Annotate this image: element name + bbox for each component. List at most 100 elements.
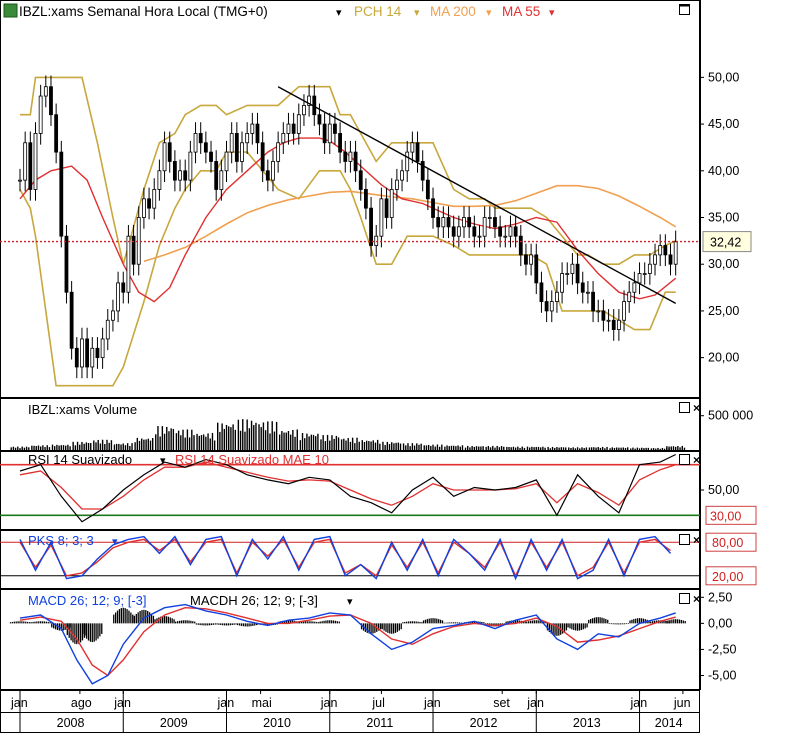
indicator-ma55-dropdown-icon[interactable]: ▾ xyxy=(549,7,555,19)
x-month-label: jan xyxy=(630,696,648,710)
price-bar-body xyxy=(462,217,466,228)
indicator-ma200-dropdown-icon[interactable]: ▾ xyxy=(486,7,492,19)
price-bar-body xyxy=(591,291,595,312)
x-month-label: jul xyxy=(371,696,385,710)
price-bar-body xyxy=(653,254,657,265)
price-bar-body xyxy=(410,142,415,153)
price-bar-body xyxy=(508,226,513,237)
close-macd-panel-icon[interactable]: × xyxy=(693,592,700,606)
price-bar-body xyxy=(524,254,528,265)
price-bar-body xyxy=(415,142,420,162)
pch-upper-line xyxy=(20,76,677,266)
price-bar-body xyxy=(167,142,172,162)
price-panel: 20,00 25,00 30,00 35,00 40,00 45,00 50,00 32,42 xyxy=(0,70,752,387)
stoch-level-label: 80,00 xyxy=(712,536,743,550)
macdh-line xyxy=(19,606,676,677)
price-y-tick-label: 25,00 xyxy=(708,304,739,318)
price-bar-body xyxy=(658,245,663,256)
price-bar-body xyxy=(234,133,239,162)
rsi-panel: 50,00 30,00 xyxy=(0,453,757,525)
price-bar-body xyxy=(570,263,575,274)
indicator-pch-label[interactable]: PCH 14 xyxy=(354,4,402,19)
price-bar-body xyxy=(142,198,146,218)
rsi-header: RSI 14 Suavizado ▾ RSI 14 Suavizado MAE … xyxy=(28,452,700,467)
price-bar-body xyxy=(446,217,451,228)
price-bar-body xyxy=(260,142,265,172)
stochastic-dropdown-icon[interactable]: ▾ xyxy=(112,536,118,548)
price-bar-body xyxy=(219,170,224,190)
price-bar-body xyxy=(49,86,53,116)
price-bar-body xyxy=(436,217,441,228)
price-bar-body xyxy=(198,133,203,144)
indicator-pch-dropdown-icon[interactable]: ▾ xyxy=(414,7,420,19)
price-bar-body xyxy=(152,189,157,209)
maximize-volume-panel-icon[interactable] xyxy=(679,402,690,413)
x-month-label: jan xyxy=(526,696,544,710)
price-bar-body xyxy=(193,133,198,153)
price-bar-body xyxy=(420,161,425,181)
price-bar-body xyxy=(529,254,534,265)
price-bar-body xyxy=(374,235,379,246)
last-price-box xyxy=(702,231,752,253)
price-bar-body xyxy=(642,273,647,275)
price-bar-body xyxy=(606,319,611,322)
price-bar-body xyxy=(586,291,590,294)
pch-lower-line xyxy=(19,151,676,387)
close-rsi-panel-icon[interactable]: × xyxy=(693,453,700,467)
price-bar-body xyxy=(544,301,549,312)
price-bar-body xyxy=(596,310,601,313)
x-year-label: 2012 xyxy=(470,716,498,730)
price-bar-body xyxy=(74,347,79,368)
macd-line xyxy=(19,603,676,685)
price-bar-body xyxy=(116,282,120,312)
price-bar-body xyxy=(343,151,348,162)
price-bar-body xyxy=(580,282,585,293)
price-bar-body xyxy=(224,151,229,172)
price-bar-body xyxy=(255,123,260,144)
price-bar-body xyxy=(322,123,327,144)
x-year-label: 2014 xyxy=(655,716,683,730)
maximize-price-panel-bar xyxy=(679,4,690,7)
price-bar-body xyxy=(353,151,358,172)
price-bar-body xyxy=(28,142,33,190)
price-bar-body xyxy=(302,104,306,116)
x-year-label: 2010 xyxy=(263,716,291,730)
chart-app-icon xyxy=(3,3,18,18)
macd-dropdown-icon[interactable]: ▾ xyxy=(347,596,353,608)
price-bar-body xyxy=(64,235,69,293)
price-bar-body xyxy=(451,226,456,237)
price-bar-body xyxy=(663,245,668,256)
maximize-stochastic-panel-icon[interactable] xyxy=(679,534,690,545)
chart-header: IBZL:xams Semanal Hora Local (TMG+0) ▾ P… xyxy=(3,3,690,19)
close-stochastic-panel-icon[interactable]: × xyxy=(693,533,700,547)
price-bar-body xyxy=(389,189,394,218)
close-volume-panel-icon[interactable]: × xyxy=(693,401,700,415)
macd-panel-frame xyxy=(0,589,700,690)
x-year-label: 2013 xyxy=(573,716,601,730)
maximize-macd-panel-icon[interactable] xyxy=(679,593,690,604)
price-bar-body xyxy=(69,291,74,349)
price-bar-body xyxy=(250,123,255,134)
volume-panel-frame xyxy=(0,398,700,451)
price-bar-body xyxy=(85,338,90,368)
price-bar-body xyxy=(637,273,642,284)
ma200-line xyxy=(143,184,677,263)
title-dropdown-icon[interactable]: ▾ xyxy=(336,7,342,19)
stoch-level-label: 20,00 xyxy=(712,570,743,584)
stoch-line xyxy=(19,535,672,581)
price-bar-body xyxy=(575,263,580,284)
price-bar-body xyxy=(555,291,559,302)
price-bar-body xyxy=(616,319,621,331)
price-bar-body xyxy=(240,142,244,162)
maximize-rsi-panel-icon[interactable] xyxy=(679,454,690,465)
volume-y-tick-label: 500 000 xyxy=(708,409,753,423)
price-bar-body xyxy=(172,161,177,181)
price-bar-body xyxy=(38,95,43,134)
price-bar-body xyxy=(333,123,337,134)
indicator-ma55-label[interactable]: MA 55 xyxy=(502,4,540,19)
indicator-ma200-label[interactable]: MA 200 xyxy=(430,4,476,19)
rsi-dropdown-icon[interactable]: ▾ xyxy=(160,455,166,467)
rsi-panel-frame xyxy=(0,451,700,530)
